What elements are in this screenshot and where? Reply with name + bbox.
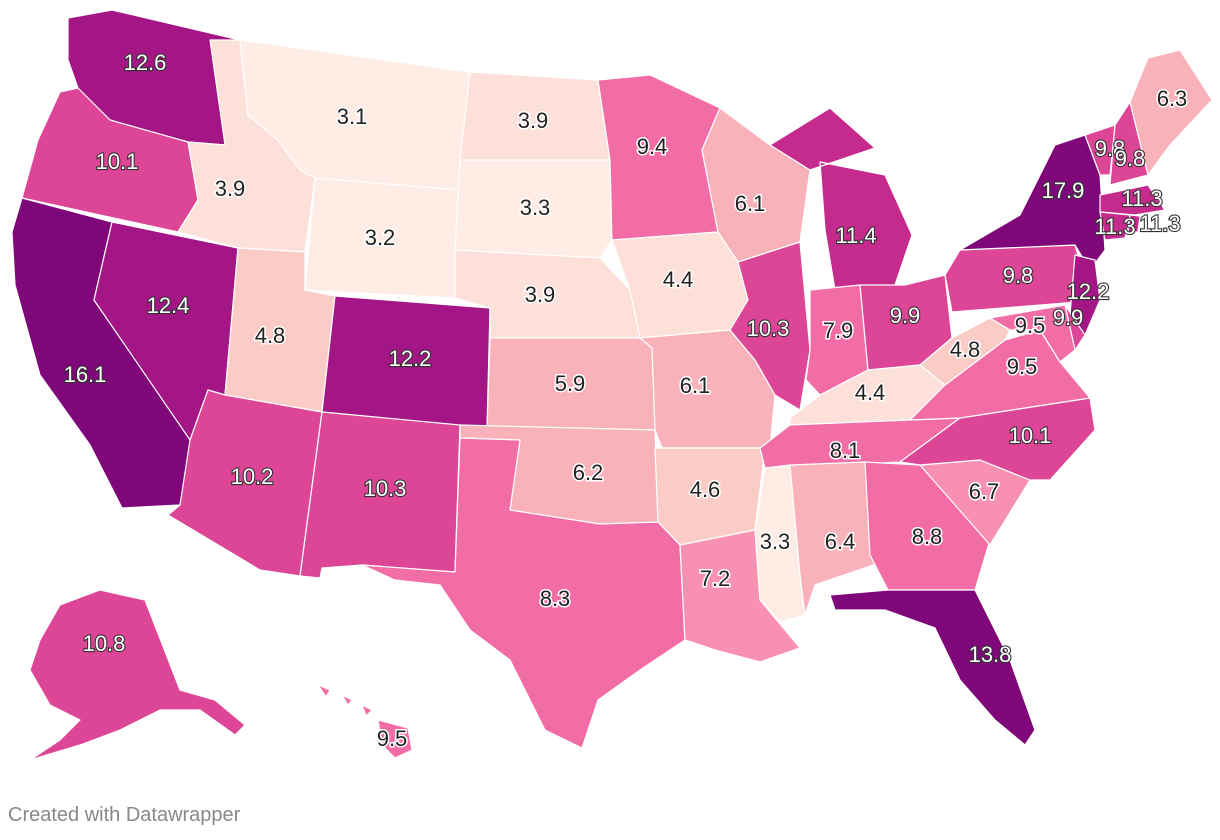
state-value-label-ny: 17.9 [1042, 178, 1085, 203]
state-value-label-al: 6.4 [825, 529, 856, 554]
state-value-label-ks: 5.9 [555, 371, 586, 396]
state-value-label-ia: 4.4 [663, 267, 694, 292]
state-fl[interactable] [829, 589, 1036, 746]
state-value-label-wi: 6.1 [735, 191, 766, 216]
state-value-label-in: 7.9 [823, 318, 854, 343]
state-value-label-oh: 9.9 [890, 303, 921, 328]
us-choropleth-map: 12.6 10.1 16.1 12.4 3.9 3.1 3.2 4.8 10.2 12.2 10.3… [11, 9, 1213, 761]
state-value-label-sc: 6.7 [969, 479, 1000, 504]
state-value-label-az: 10.2 [231, 464, 274, 489]
state-sd[interactable] [454, 159, 613, 259]
state-value-label-wa: 12.6 [124, 50, 167, 75]
state-value-label-hi: 9.5 [377, 726, 408, 751]
state-value-label-fl: 13.8 [969, 642, 1012, 667]
state-value-label-mo: 6.1 [680, 373, 711, 398]
state-value-label-nj: 12.2 [1067, 279, 1110, 304]
state-value-label-nv: 12.4 [147, 293, 190, 318]
state-value-label-ca: 16.1 [64, 362, 107, 387]
state-value-label-vt: 9.8 [1095, 136, 1126, 161]
state-value-label-ma: 11.3 [1121, 186, 1162, 211]
state-value-label-mi: 11.4 [835, 223, 876, 248]
state-value-label-sd: 3.3 [520, 195, 551, 220]
state-me[interactable] [1129, 49, 1213, 176]
state-value-label-ri: 11.3 [1139, 211, 1180, 236]
state-tx[interactable] [361, 437, 686, 749]
state-value-label-ok: 6.2 [573, 460, 604, 485]
state-value-label-ne: 3.9 [525, 282, 556, 307]
state-ct[interactable] [1099, 211, 1131, 241]
state-value-label-ms: 3.3 [760, 529, 791, 554]
state-ri[interactable] [1127, 214, 1141, 233]
state-vt[interactable] [1084, 124, 1116, 176]
state-value-label-nc: 10.1 [1009, 423, 1052, 448]
state-nj[interactable] [1069, 254, 1101, 336]
state-value-label-tn: 8.1 [830, 438, 861, 463]
state-value-label-wy: 3.2 [365, 225, 396, 250]
state-value-label-ar: 4.6 [690, 477, 721, 502]
state-value-label-de: 9.9 [1053, 305, 1084, 330]
state-value-label-ak: 10.8 [83, 631, 126, 656]
credit-text: Created with Datawrapper [8, 804, 241, 826]
state-ak[interactable] [29, 589, 246, 761]
state-value-label-ut: 4.8 [255, 323, 286, 348]
state-value-label-nm: 10.3 [364, 476, 407, 501]
state-value-label-or: 10.1 [96, 149, 139, 174]
state-value-label-nd: 3.9 [518, 108, 549, 133]
state-value-label-md: 9.5 [1015, 313, 1046, 338]
state-value-label-va: 9.5 [1007, 354, 1038, 379]
state-value-label-me: 6.3 [1157, 86, 1188, 111]
state-hi[interactable] [317, 684, 413, 759]
state-value-label-ga: 8.8 [912, 524, 943, 549]
state-value-label-wv: 4.8 [950, 337, 981, 362]
state-md[interactable] [989, 304, 1076, 363]
state-value-label-mt: 3.1 [337, 104, 368, 129]
state-value-label-ct: 11.3 [1094, 214, 1135, 239]
state-value-label-la: 7.2 [700, 566, 731, 591]
state-value-label-mn: 9.4 [637, 134, 668, 159]
state-value-label-tx: 8.3 [540, 586, 571, 611]
state-value-label-co: 12.2 [389, 346, 432, 371]
state-ma[interactable] [1099, 184, 1166, 216]
state-value-label-pa: 9.8 [1003, 263, 1034, 288]
state-value-label-nh: 9.8 [1115, 146, 1146, 171]
state-value-label-il: 10.3 [747, 316, 790, 341]
state-value-label-id: 3.9 [215, 176, 246, 201]
state-value-label-ky: 4.4 [855, 380, 886, 405]
state-il[interactable] [729, 241, 811, 411]
